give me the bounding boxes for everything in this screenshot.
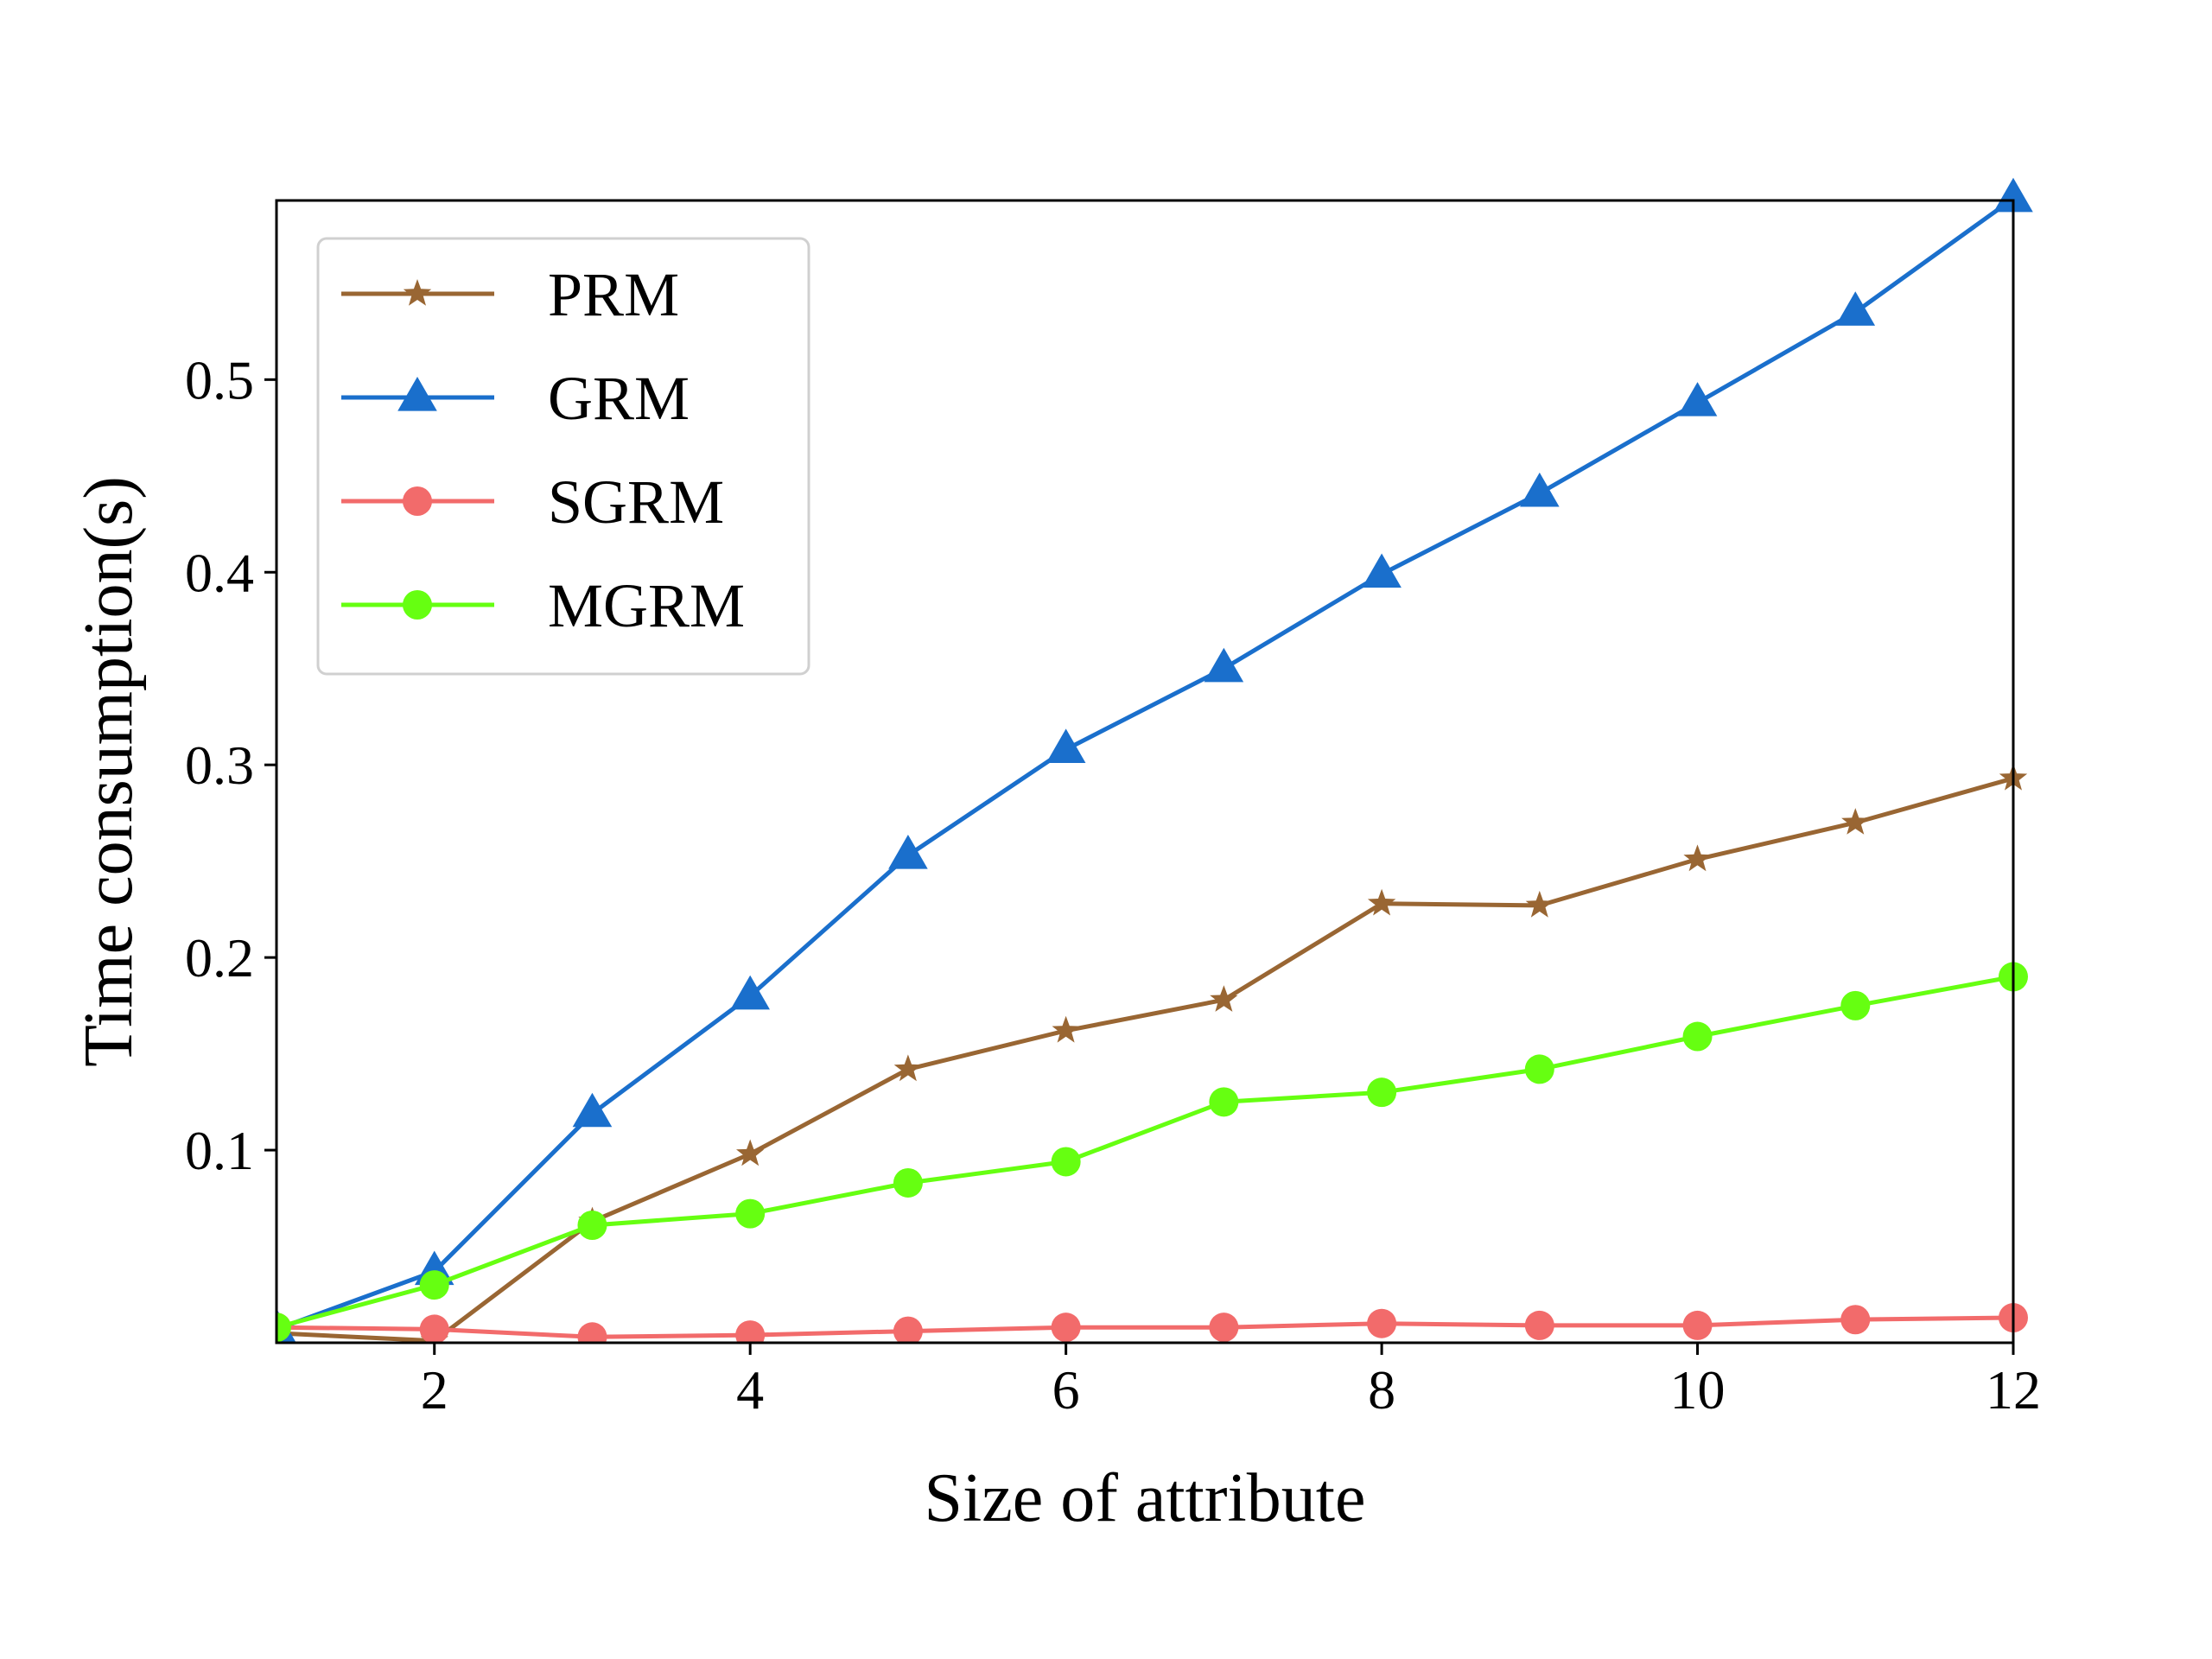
series-mgrm: [276, 962, 2028, 1343]
data-point-mgrm: [1524, 1054, 1554, 1084]
legend-box: [316, 237, 810, 676]
y-axis: 0.1 0.2 0.3 0.4 0.5: [185, 349, 276, 1181]
data-point-prm: [736, 1139, 765, 1166]
data-point-sgrm: [893, 1316, 923, 1343]
legend-item-mgrm: MGRM: [341, 571, 745, 640]
data-point-mgrm: [1209, 1087, 1239, 1117]
series-line-mgrm: [276, 974, 2014, 1330]
plot-frame: [275, 199, 2015, 1344]
y-tick-label: 0.1: [185, 1120, 254, 1181]
data-point-prm: [1052, 1015, 1080, 1043]
x-axis-title: Size of attribute: [925, 1460, 1366, 1536]
data-point-mgrm: [1051, 1147, 1081, 1177]
y-tick-label: 0.5: [185, 349, 254, 410]
data-point-prm: [893, 1054, 923, 1082]
data-point-sgrm: [1367, 1308, 1397, 1338]
x-tick-label: 4: [736, 1359, 764, 1421]
y-axis-title: Time consumption(s): [71, 476, 147, 1067]
data-point-mgrm: [276, 1313, 291, 1343]
legend-item-prm: PRM: [341, 260, 679, 329]
data-point-mgrm: [419, 1270, 449, 1300]
data-point-grm: [1520, 472, 1560, 507]
series-line-sgrm: [276, 1315, 2014, 1339]
legend-marker-sgrm: [403, 486, 432, 516]
legend-label-prm: PRM: [548, 260, 679, 329]
data-point-sgrm: [1840, 1305, 1871, 1335]
data-point-grm: [1362, 553, 1402, 588]
data-point-prm: [1525, 890, 1554, 918]
legend: PRM GRM SGRM MGRM: [316, 237, 810, 676]
legend-label-mgrm: MGRM: [548, 571, 745, 640]
data-point-sgrm: [1682, 1310, 1713, 1340]
x-tick-label: 6: [1052, 1359, 1080, 1421]
data-point-prm: [1367, 888, 1396, 916]
data-point-mgrm: [893, 1167, 923, 1198]
y-tick-label: 0.4: [185, 542, 254, 603]
legend-marker-mgrm: [403, 590, 432, 620]
data-point-sgrm: [577, 1322, 607, 1343]
data-point-grm: [1204, 647, 1244, 683]
legend-label-grm: GRM: [548, 364, 690, 433]
data-point-mgrm: [577, 1211, 607, 1241]
data-point-grm: [888, 834, 928, 869]
data-point-grm: [1677, 382, 1718, 416]
data-point-mgrm: [1840, 990, 1871, 1020]
data-point-mgrm: [735, 1198, 766, 1229]
legend-item-sgrm: SGRM: [341, 467, 724, 537]
data-point-grm: [1993, 177, 2033, 213]
data-point-sgrm: [1524, 1310, 1554, 1340]
data-point-grm: [572, 1092, 613, 1128]
y-tick-label: 0.3: [185, 734, 254, 796]
series-line-grm: [276, 196, 2015, 1332]
data-point-sgrm: [1209, 1313, 1239, 1343]
data-point-sgrm: [1051, 1313, 1081, 1343]
x-tick-label: 8: [1368, 1359, 1395, 1421]
x-axis: 2 4 6 8 10 12: [421, 1343, 2041, 1421]
y-tick-label: 0.2: [185, 927, 254, 988]
data-point-sgrm: [419, 1314, 449, 1343]
x-tick-label: 10: [1670, 1359, 1726, 1421]
data-point-sgrm: [735, 1320, 766, 1343]
data-point-grm: [1835, 291, 1876, 326]
data-point-mgrm: [1682, 1021, 1713, 1052]
legend-marker-grm: [397, 377, 437, 411]
series-layer: [276, 177, 2033, 1343]
data-point-mgrm: [1367, 1077, 1397, 1108]
legend-label-sgrm: SGRM: [548, 467, 724, 537]
data-point-prm: [1210, 985, 1238, 1012]
data-point-grm: [1046, 728, 1086, 763]
x-tick-label: 12: [1986, 1359, 2041, 1421]
x-tick-label: 2: [421, 1359, 448, 1421]
legend-item-grm: GRM: [341, 364, 690, 433]
series-line-prm: [276, 776, 2014, 1343]
data-point-prm: [1683, 844, 1712, 872]
data-point-prm: [1841, 808, 1870, 835]
data-point-grm: [730, 975, 770, 1010]
legend-marker-prm: [403, 279, 432, 306]
